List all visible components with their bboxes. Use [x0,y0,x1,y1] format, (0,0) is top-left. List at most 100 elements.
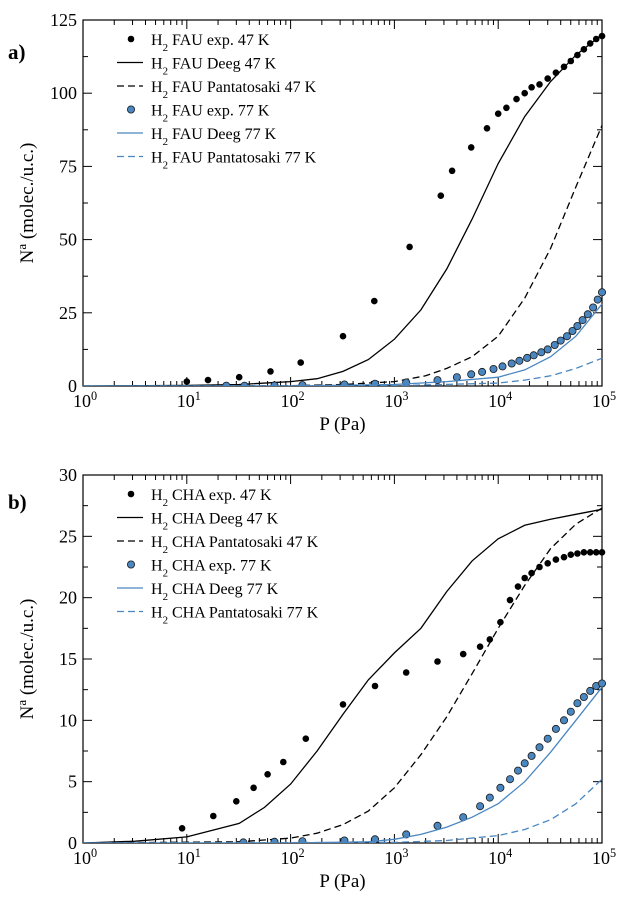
series-1-point [497,618,504,626]
series-1-point [371,682,379,690]
series-1-point [437,192,445,199]
plot-frame [82,19,603,387]
series-1-point [528,569,535,577]
x-tick-label: 103 [384,846,408,868]
series-1-point [235,373,243,381]
legend: H2 CHA exp. 47 KH2 CHA Deeg 47 KH2 CHA P… [117,487,319,627]
y-tick-label: 15 [59,649,77,669]
series-4-point [556,336,565,345]
series-1-point [448,167,456,175]
series-1-point [339,701,347,708]
x-axis-label: P (Pa) [319,871,365,892]
series-4-point [537,348,546,357]
y-tick-label: 25 [59,526,77,546]
series-1-point [483,125,491,132]
series-6-line [83,778,603,843]
x-tick-label: 104 [488,389,512,411]
series-6-line [83,357,603,386]
series-1-point [536,81,543,88]
series-4-point [551,724,560,733]
series-4-point [478,367,487,376]
legend-label: H2 CHA Deeg 77 K [151,581,279,603]
series-1-point [514,583,522,590]
series-1-point [476,643,484,650]
x-tick-label: 101 [177,846,201,868]
series-1-point [280,758,287,766]
plot-area [83,507,607,843]
series-3-line [83,507,603,843]
legend-label: H2 FAU Deeg 77 K [151,126,277,148]
legend-marker [127,490,135,498]
y-axis-label: Na (molec./u.c.) [14,143,39,264]
chart-panel-b: 100 101 102 103 104 105 0 5 10 15 20 25 30 P (Pa) Na (… [14,465,617,892]
series-4-point [579,693,588,702]
series-1-point [406,243,413,251]
series-1-point [264,771,271,778]
series-1-point [506,596,514,604]
x-tick-label: 102 [281,846,305,868]
series-4-point [270,837,279,843]
legend-label: H2 CHA Pantatosaki 47 K [151,534,319,556]
series-1-point [210,812,217,820]
series-4-point [593,295,602,304]
series-4-point [340,836,349,843]
series-1-point [402,669,410,676]
x-tick-label: 103 [384,389,408,411]
legend-label: H2 FAU Deeg 47 K [151,56,277,78]
plot-frame [82,474,603,844]
series-4-point [598,288,607,297]
series-2-line [83,508,603,843]
series-4-point [515,356,524,365]
series-4-point [568,326,577,335]
series-1-point [250,784,257,792]
series-4-point [598,679,607,688]
series-1-point [204,376,212,384]
series-2-line [83,34,603,386]
y-tick-label: 10 [59,710,77,730]
series-1-point [567,551,575,558]
series-5-line [83,303,603,386]
series-1-point [536,563,543,571]
chart-panel-a: 100 101 102 103 104 105 0 25 50 75 100 125 P (Pa) Na … [14,10,617,435]
legend-marker [127,105,136,114]
series-4-point [485,793,494,802]
legend-label: H2 CHA exp. 77 K [151,558,272,580]
series-4-point [520,759,529,768]
series-1-point [592,549,600,556]
series-1-point [459,650,467,658]
series-4-point [505,775,514,784]
series-1-point [178,825,186,832]
series-4-point [550,340,559,349]
series-1-point [598,32,606,40]
series-1-point [528,84,535,91]
y-axis-label: Na (molec./u.c.) [14,599,39,720]
series-1-point [339,332,347,340]
legend-marker [127,560,136,569]
x-axis-label: P (Pa) [319,414,365,435]
series-4-point [543,345,552,354]
y-tick-label: 30 [59,465,77,485]
series-1-point [580,549,588,556]
series-1-point [434,658,441,665]
series-1-point [560,553,568,561]
series-1-point [552,556,560,563]
series-3-line [83,125,603,386]
series-1-point [371,297,378,305]
series-1-point [494,110,502,117]
series-4-point [476,802,485,811]
legend-label: H2 CHA exp. 47 K [151,487,272,509]
series-4-point [496,783,505,792]
legend-label: H2 FAU exp. 47 K [151,32,270,54]
series-4-point [489,364,498,373]
series-1-point [521,89,528,97]
series-1-point [183,378,191,385]
series-1-point [513,95,520,103]
legend-label: H2 FAU Pantatosaki 77 K [151,150,317,172]
series-4-point [529,351,538,360]
series-4-point [452,373,461,382]
series-5-line [83,686,603,843]
series-4-point [507,359,516,368]
legend-label: H2 CHA Pantatosaki 77 K [151,605,319,627]
series-4-point [527,751,536,760]
